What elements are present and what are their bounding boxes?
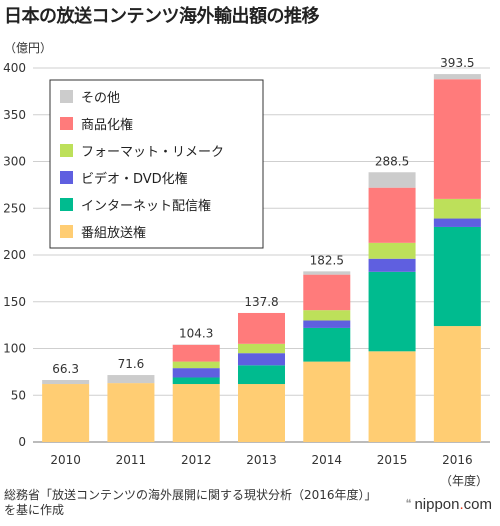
bar-segment (303, 310, 350, 320)
legend-swatch (60, 90, 73, 103)
x-tick-label: 2013 (246, 453, 277, 467)
bar-segment (369, 172, 416, 187)
x-tick-label: 2016 (442, 453, 473, 467)
legend-swatch (60, 144, 73, 157)
bar-segment (434, 227, 481, 326)
legend-label: インターネット配信権 (81, 198, 211, 214)
bar-total-label: 66.3 (52, 362, 79, 376)
legend-label: その他 (81, 91, 120, 106)
bar-segment (173, 384, 220, 442)
x-tick-label: 2012 (181, 453, 212, 467)
bar-segment (107, 383, 154, 442)
x-tick-label: 2011 (116, 453, 147, 467)
y-tick-label: 100 (3, 342, 26, 356)
legend-label: ビデオ・DVD化権 (81, 171, 188, 187)
x-axis-unit-label: （年度） (440, 473, 488, 488)
brand-name-a: nippon (414, 496, 459, 513)
bar-segment (238, 365, 285, 384)
bar-segment (42, 384, 89, 442)
y-tick-label: 50 (11, 388, 26, 402)
source-note: 総務省「放送コンテンツの海外展開に関する現状分析（2016年度）」を基に作成 (4, 488, 384, 518)
y-tick-label: 250 (3, 201, 26, 215)
bar-total-label: 104.3 (179, 326, 213, 340)
bar-segment (173, 368, 220, 377)
bar-segment (434, 79, 481, 199)
x-tick-label: 2010 (50, 453, 81, 467)
bar-segment (434, 199, 481, 219)
bar-segment (303, 271, 350, 274)
bar-segment (238, 313, 285, 344)
bar-segment (303, 275, 350, 311)
brand-name-b: com (464, 496, 492, 513)
brand-logo: ❝nippon.com (406, 496, 492, 513)
bar-segment (238, 384, 285, 442)
bar-segment (303, 362, 350, 442)
bar-segment (434, 219, 481, 227)
bar-segment (369, 351, 416, 442)
y-tick-label: 300 (3, 155, 26, 169)
x-tick-label: 2014 (312, 453, 343, 467)
bar-segment (369, 188, 416, 243)
legend-swatch (60, 225, 73, 238)
bar-segment (369, 259, 416, 272)
legend-label: 商品化権 (81, 117, 133, 133)
bar-segment (369, 272, 416, 351)
bar-total-label: 182.5 (310, 253, 344, 267)
y-tick-label: 400 (3, 61, 26, 75)
legend-label: フォーマット・リメーク (81, 145, 224, 160)
bar-segment (434, 326, 481, 442)
bar-segment (173, 362, 220, 369)
bar-segment (303, 328, 350, 362)
legend-swatch (60, 117, 73, 130)
bar-segment (173, 377, 220, 384)
y-tick-label: 200 (3, 248, 26, 262)
y-axis-unit-label: （億円） (4, 41, 52, 55)
bar-segment (173, 345, 220, 362)
bar-segment (107, 375, 154, 383)
legend-label: 番組放送権 (81, 225, 146, 241)
bar-total-label: 71.6 (118, 357, 145, 371)
bar-segment (303, 320, 350, 327)
y-tick-label: 350 (3, 108, 26, 122)
bar-segment (369, 243, 416, 259)
legend-swatch (60, 171, 73, 184)
bar-total-label: 137.8 (244, 295, 278, 309)
bar-segment (238, 353, 285, 365)
y-tick-label: 150 (3, 295, 26, 309)
y-tick-label: 0 (18, 435, 26, 449)
bar-total-label: 288.5 (375, 154, 409, 168)
bar-segment (434, 74, 481, 79)
bar-segment (42, 380, 89, 384)
x-tick-label: 2015 (377, 453, 408, 467)
quote-icon: ❝ (406, 498, 412, 510)
bar-segment (238, 344, 285, 353)
legend-swatch (60, 198, 73, 211)
bar-total-label: 393.5 (440, 56, 474, 70)
